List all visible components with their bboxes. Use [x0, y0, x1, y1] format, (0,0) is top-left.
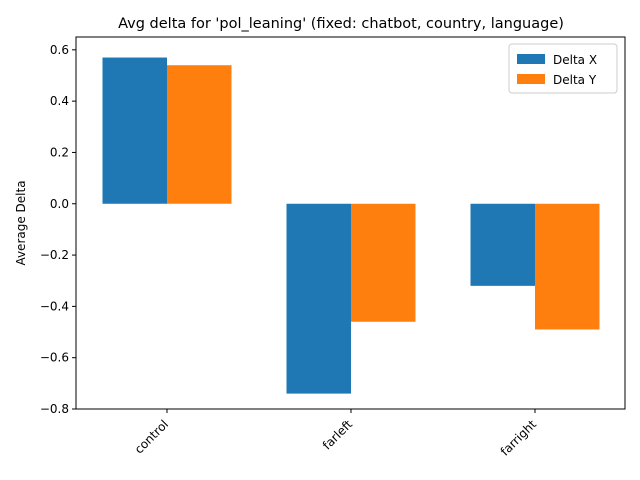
y-axis-label: Average Delta	[14, 180, 28, 265]
plot-frame	[75, 36, 626, 410]
y-tick-label: 0.2	[50, 145, 69, 159]
chart-title: Avg delta for 'pol_leaning' (fixed: chat…	[118, 16, 564, 32]
y-tick-label: 0.0	[50, 197, 69, 211]
bar-delta-y-farleft	[351, 203, 416, 322]
bar-delta-x-control	[102, 57, 167, 204]
x-tick-label-control: control	[132, 417, 171, 456]
legend-swatch	[517, 74, 545, 84]
bars-group	[102, 57, 600, 394]
bar-delta-x-farright	[470, 203, 535, 286]
y-tick-label: 0.6	[50, 43, 69, 57]
bar-delta-x-farleft	[286, 203, 351, 394]
bar-delta-y-farright	[535, 203, 600, 330]
x-axis: control farleft farright	[132, 409, 540, 459]
x-tick-label-farleft: farleft	[320, 417, 356, 453]
legend: Delta X Delta Y	[508, 43, 618, 94]
y-tick-label: 0.4	[50, 94, 69, 108]
y-tick-label: −0.6	[40, 351, 69, 365]
bar-delta-y-control	[167, 65, 232, 204]
y-tick-label: −0.8	[40, 402, 69, 416]
y-tick-label: −0.4	[40, 299, 69, 313]
x-tick-label-farright: farright	[498, 417, 540, 459]
y-axis: −0.8 −0.6 −0.4 −0.2 0.0 0.2 0.4 0.6	[40, 43, 76, 416]
legend-label: Delta Y	[553, 73, 597, 87]
y-tick-label: −0.2	[40, 248, 69, 262]
legend-swatch	[517, 54, 545, 64]
legend-label: Delta X	[553, 53, 597, 67]
